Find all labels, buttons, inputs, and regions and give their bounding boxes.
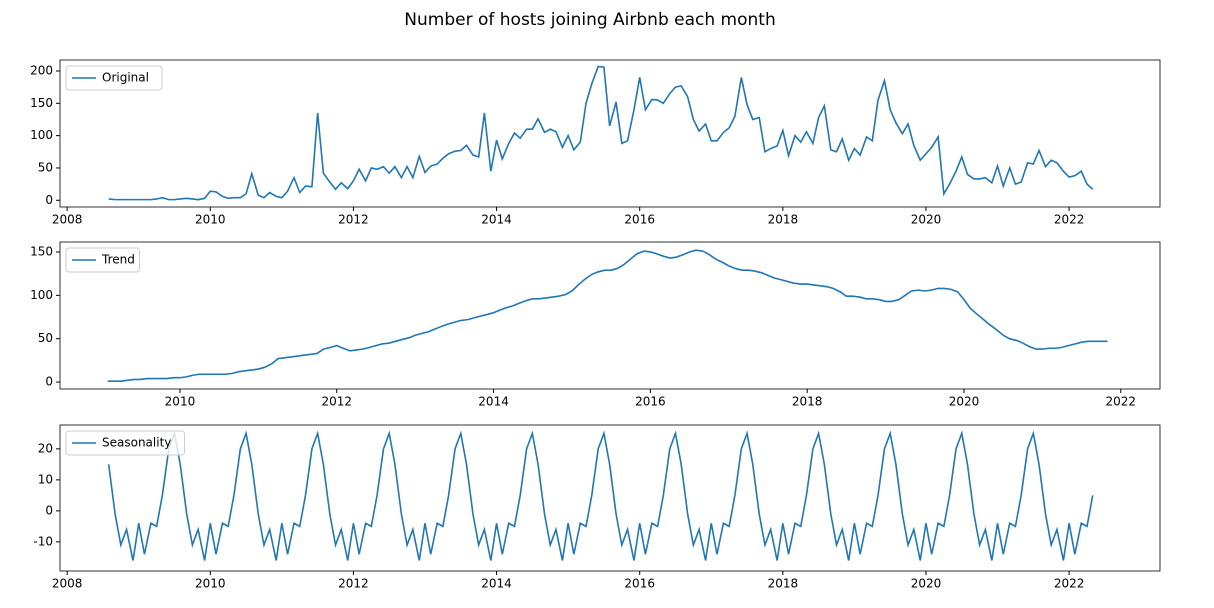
- x-tick-label: 2022: [1054, 577, 1085, 591]
- x-tick-label: 2016: [624, 213, 655, 227]
- x-tick-label: 2014: [481, 213, 512, 227]
- x-tick-label: 2014: [481, 577, 512, 591]
- y-tick-label: 0: [45, 503, 53, 517]
- x-tick-label: 2014: [478, 395, 509, 409]
- x-tick-label: 2012: [338, 577, 369, 591]
- legend-label: Seasonality: [102, 436, 171, 450]
- x-tick-label: 2012: [338, 213, 369, 227]
- y-tick-label: 100: [30, 128, 53, 142]
- figure-title: Number of hosts joining Airbnb each mont…: [404, 10, 775, 30]
- axes-frame: [59, 241, 1161, 390]
- y-tick-label: 50: [38, 331, 53, 345]
- x-tick-label: 2016: [635, 395, 666, 409]
- x-tick-label: 2010: [165, 395, 196, 409]
- legend-label: Original: [102, 71, 149, 85]
- x-tick-label: 2016: [624, 577, 655, 591]
- y-tick-label: 0: [45, 375, 53, 389]
- y-tick-label: 10: [38, 472, 53, 486]
- x-tick-label: 2010: [195, 213, 226, 227]
- x-tick-label: 2010: [195, 577, 226, 591]
- x-tick-label: 2020: [911, 213, 942, 227]
- series-line: [107, 249, 1108, 382]
- y-tick-label: 0: [45, 193, 53, 207]
- y-tick-label: 20: [38, 441, 53, 455]
- y-tick-label: -10: [33, 534, 53, 548]
- x-tick-label: 2022: [1054, 213, 1085, 227]
- legend-label: Trend: [101, 253, 135, 267]
- legend-box: [65, 430, 185, 456]
- y-tick-label: 150: [30, 96, 53, 110]
- x-tick-label: 2008: [52, 213, 83, 227]
- axes-frame: [59, 59, 1161, 208]
- legend-box: [65, 65, 163, 91]
- axes-frame: [59, 424, 1161, 572]
- x-tick-label: 2018: [768, 213, 799, 227]
- series-line: [108, 65, 1094, 201]
- x-tick-label: 2020: [911, 577, 942, 591]
- x-tick-label: 2012: [321, 395, 352, 409]
- series-line: [107, 430, 1094, 561]
- x-tick-label: 2018: [792, 395, 823, 409]
- legend-box: [65, 247, 140, 273]
- y-tick-label: 200: [30, 63, 53, 77]
- y-tick-label: 50: [38, 160, 53, 174]
- y-tick-label: 100: [30, 288, 53, 302]
- x-tick-label: 2008: [52, 577, 83, 591]
- x-tick-label: 2020: [949, 395, 980, 409]
- x-tick-label: 2018: [768, 577, 799, 591]
- x-tick-label: 2022: [1106, 395, 1137, 409]
- y-tick-label: 150: [30, 244, 53, 258]
